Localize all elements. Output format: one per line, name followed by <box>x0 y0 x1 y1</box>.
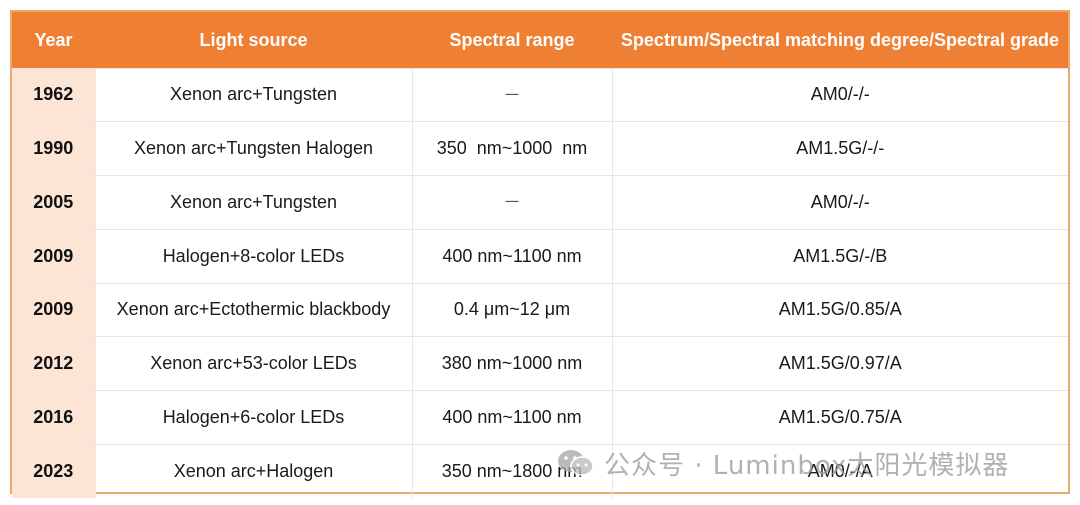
table-row: 1962 Xenon arc+Tungsten 一 AM0/-/- <box>12 67 1068 122</box>
cell-spectrum: AM0/-/A <box>611 443 1068 498</box>
cell-year: 2012 <box>12 336 95 391</box>
cell-light-source: Xenon arc+53-color LEDs <box>94 336 412 391</box>
cell-spectral-range: 350 nm~1800 nm <box>411 443 612 498</box>
table-row: 1990 Xenon arc+Tungsten Halogen 350 nm~1… <box>12 121 1068 176</box>
cell-year: 2009 <box>12 282 95 337</box>
cell-spectral-range: 400 nm~1100 nm <box>411 228 612 283</box>
cell-spectrum: AM0/-/- <box>611 67 1068 122</box>
cell-year: 2009 <box>12 228 95 283</box>
header-year: Year <box>34 29 73 50</box>
cell-spectrum: AM0/-/- <box>611 175 1068 230</box>
data-table-container: Year Light source Spectral range Spectru… <box>10 10 1070 498</box>
header-light-source: Light source <box>199 29 308 50</box>
table-row: 2023 Xenon arc+Halogen 350 nm~1800 nm AM… <box>12 443 1068 498</box>
cell-light-source: Xenon arc+Tungsten <box>94 175 412 230</box>
cell-spectral-range: 一 <box>411 67 612 122</box>
cell-light-source: Xenon arc+Halogen <box>94 443 412 498</box>
cell-light-source: Halogen+6-color LEDs <box>94 390 412 445</box>
light-source-table: Year Light source Spectral range Spectru… <box>12 12 1068 498</box>
cell-spectral-range: 400 nm~1100 nm <box>411 390 612 445</box>
cell-light-source: Halogen+8-color LEDs <box>94 228 412 283</box>
cell-year: 2016 <box>12 390 95 445</box>
cell-year: 2005 <box>12 175 95 230</box>
cell-light-source: Xenon arc+Ectothermic blackbody <box>94 282 412 337</box>
cell-light-source: Xenon arc+Tungsten <box>94 67 412 122</box>
table-row: 2005 Xenon arc+Tungsten 一 AM0/-/- <box>12 175 1068 230</box>
cell-spectral-range: 0.4 μm~12 μm <box>411 282 612 337</box>
cell-year: 1962 <box>12 67 95 122</box>
cell-spectrum: AM1.5G/-/B <box>611 228 1068 283</box>
table-row: 2012 Xenon arc+53-color LEDs 380 nm~1000… <box>12 336 1068 391</box>
cell-year: 2023 <box>12 443 95 498</box>
cell-spectral-range: 350 nm~1000 nm <box>411 121 612 176</box>
cell-year: 1990 <box>12 121 95 176</box>
header-spectral-range: Spectral range <box>449 29 575 50</box>
cell-light-source: Xenon arc+Tungsten Halogen <box>94 121 412 176</box>
cell-spectral-range: 一 <box>411 175 612 230</box>
table-header-row: Year Light source Spectral range Spectru… <box>12 12 1068 68</box>
cell-spectrum: AM1.5G/0.97/A <box>611 336 1068 391</box>
cell-spectral-range: 380 nm~1000 nm <box>411 336 612 391</box>
header-spectrum: Spectrum/Spectral matching degree/Spectr… <box>620 29 1060 50</box>
cell-spectrum: AM1.5G/0.85/A <box>611 282 1068 337</box>
cell-spectrum: AM1.5G/-/- <box>611 121 1068 176</box>
table-row: 2009 Halogen+8-color LEDs 400 nm~1100 nm… <box>12 228 1068 283</box>
table-row: 2016 Halogen+6-color LEDs 400 nm~1100 nm… <box>12 390 1068 445</box>
table-row: 2009 Xenon arc+Ectothermic blackbody 0.4… <box>12 282 1068 337</box>
cell-spectrum: AM1.5G/0.75/A <box>611 390 1068 445</box>
